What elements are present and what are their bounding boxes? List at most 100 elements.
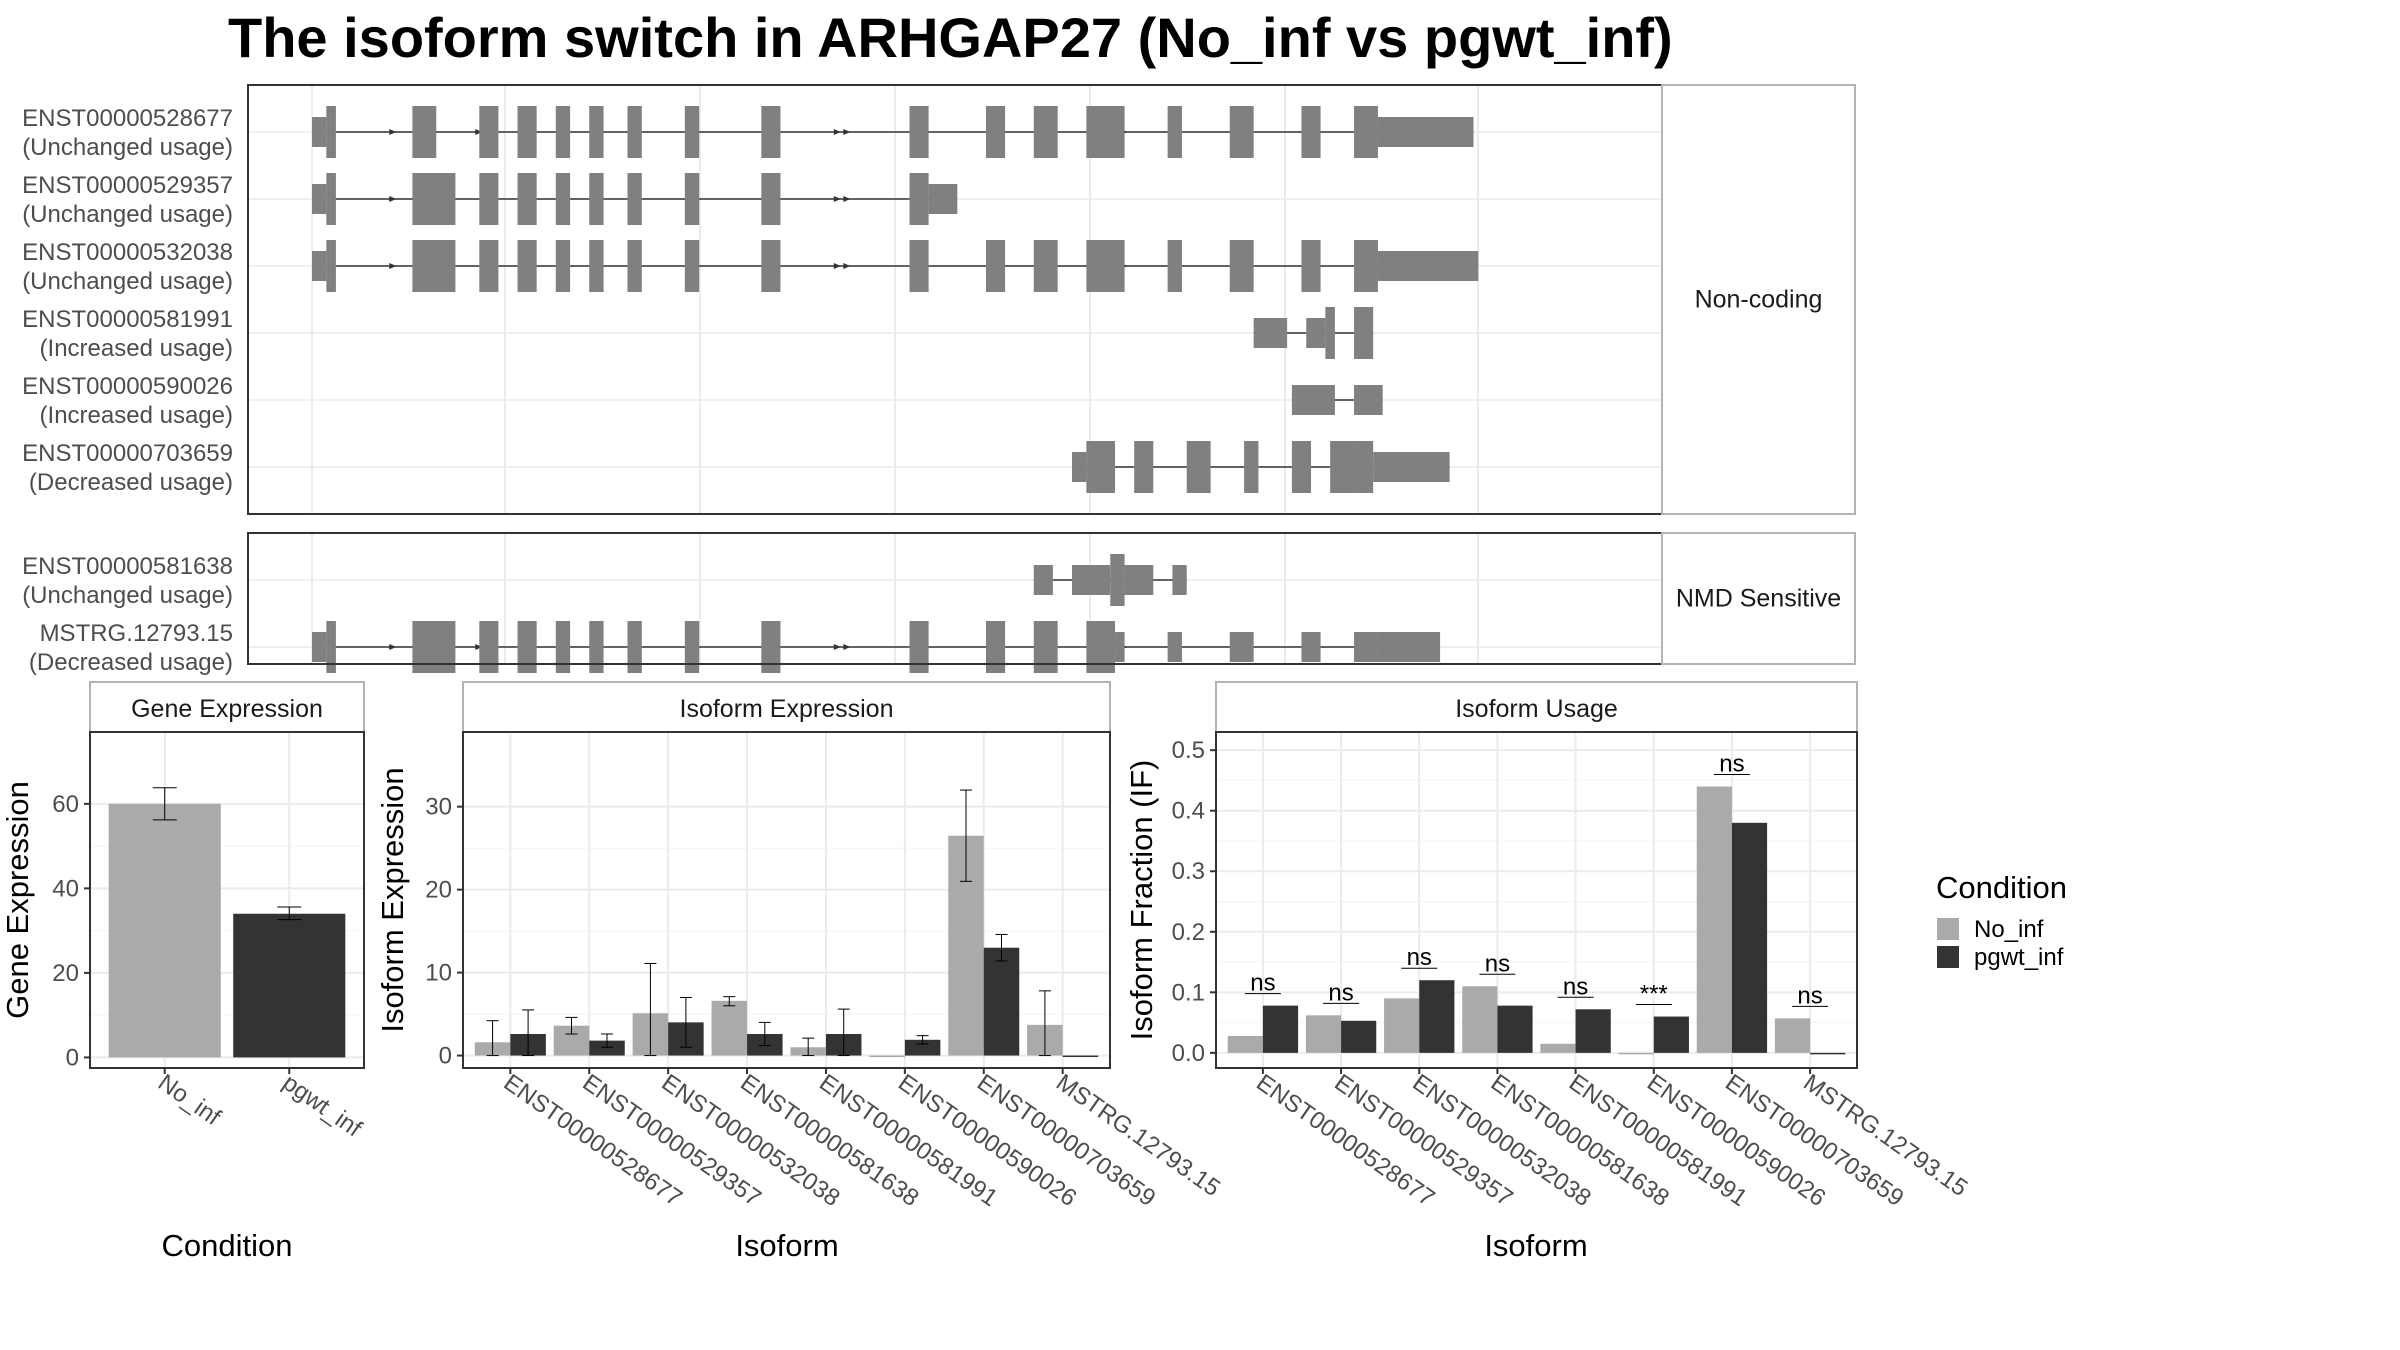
exon	[1167, 106, 1182, 158]
bar	[1419, 980, 1455, 1053]
exon	[684, 240, 700, 292]
facet-strip	[1661, 532, 1856, 665]
significance-label: ns	[1328, 979, 1353, 1006]
bar-chart-0: Gene Expression 0 20 40 60 No_inf pgwt_inf Cond…	[0, 681, 367, 1263]
y-tick-label: 0.4	[1172, 798, 1205, 825]
transcript-id-label: ENST00000528677	[22, 105, 233, 132]
exon	[479, 173, 499, 225]
usage-status-label: (Unchanged usage)	[22, 268, 233, 295]
exon	[589, 240, 604, 292]
strand-arrow	[475, 644, 483, 650]
exon	[412, 621, 456, 673]
y-tick-label: 0.2	[1172, 919, 1205, 946]
exon	[1244, 441, 1259, 493]
bar	[1305, 1015, 1342, 1053]
bar	[1384, 998, 1420, 1053]
exon	[555, 173, 571, 225]
transcript-track: MSTRG.12793.15(Decreased usage)	[29, 620, 1441, 676]
exon	[412, 106, 437, 158]
bar-chart-1: Isoform Expression0102030ENST00000528677…	[375, 681, 1225, 1263]
exon	[684, 621, 700, 673]
exon	[589, 173, 604, 225]
exon	[1086, 621, 1116, 673]
exon	[1033, 621, 1058, 673]
facet-strip-label: NMD Sensitive	[1676, 585, 1841, 613]
exon	[312, 117, 327, 147]
panel-background	[248, 85, 1662, 514]
significance-label: ns	[1797, 982, 1822, 1009]
exon	[909, 173, 929, 225]
bar	[983, 947, 1020, 1056]
exon	[928, 184, 958, 214]
legend-label: pgwt_inf	[1974, 944, 2064, 971]
strand-arrow	[389, 644, 397, 650]
x-tick-label: pgwt_inf	[278, 1069, 367, 1143]
transcript-id-label: ENST00000529357	[22, 172, 233, 199]
y-tick-label: 0.5	[1172, 737, 1205, 764]
exon	[1134, 441, 1154, 493]
exon	[684, 173, 700, 225]
usage-status-label: (Unchanged usage)	[22, 134, 233, 161]
exon	[1291, 385, 1335, 415]
bar	[1653, 1016, 1689, 1053]
strand-arrow	[833, 644, 841, 650]
x-tick-label: No_inf	[153, 1069, 226, 1131]
exon	[909, 621, 929, 673]
bar	[1575, 1009, 1611, 1053]
exon	[1033, 565, 1053, 595]
exon	[555, 240, 571, 292]
legend-title: Condition	[1936, 870, 2067, 905]
exon	[1167, 240, 1182, 292]
exon	[1229, 106, 1254, 158]
transcript-id-label: ENST00000703659	[22, 440, 233, 467]
exon	[326, 240, 336, 292]
strand-arrow	[833, 129, 841, 135]
legend-swatch	[1937, 946, 1959, 968]
y-tick-label: 40	[52, 875, 79, 902]
y-tick-label: 0	[439, 1043, 452, 1070]
exon	[1354, 240, 1378, 292]
transcript-id-label: ENST00000581991	[22, 306, 233, 333]
panel-background	[248, 533, 1662, 664]
facet-strip-label: Gene Expression	[131, 695, 323, 723]
exon	[1072, 565, 1111, 595]
y-tick-label: 0.0	[1172, 1040, 1205, 1067]
y-tick-label: 0	[66, 1044, 79, 1071]
bar	[589, 1040, 625, 1056]
exon	[1253, 318, 1288, 348]
significance-label: ns	[1407, 944, 1432, 971]
bar	[1497, 1005, 1533, 1053]
exon	[479, 106, 499, 158]
exon	[1354, 441, 1374, 493]
exon	[761, 173, 781, 225]
usage-status-label: (Decreased usage)	[29, 469, 233, 496]
bar	[904, 1039, 941, 1056]
exon	[1377, 632, 1441, 662]
transcript-track: ENST00000581991(Increased usage)	[22, 306, 1374, 362]
exon	[985, 106, 1006, 158]
bar-chart-2: Isoform Usage ns ns ns ns ns *** ns ns 0.0 0.1 0.2 0…	[1124, 681, 1972, 1263]
exon	[1229, 632, 1254, 662]
transcript-track: ENST00000528677(Unchanged usage)	[22, 105, 1474, 161]
exon	[1330, 441, 1355, 493]
y-axis-title: Isoform Expression	[375, 767, 410, 1032]
exon	[326, 621, 336, 673]
exon	[326, 106, 336, 158]
facet-strip	[89, 681, 365, 733]
bar	[1731, 822, 1768, 1053]
facet-strip-label: Non-coding	[1695, 286, 1823, 314]
legend-swatch	[1937, 918, 1959, 940]
x-axis-title: Condition	[162, 1228, 293, 1263]
y-axis-title: Gene Expression	[0, 781, 35, 1019]
bar	[869, 1055, 905, 1058]
exon	[909, 240, 929, 292]
x-axis-title: Isoform	[735, 1228, 838, 1263]
exon	[412, 173, 456, 225]
exon	[1301, 632, 1321, 662]
significance-label: ns	[1719, 750, 1744, 777]
facet-strip	[462, 681, 1111, 733]
significance-label: ***	[1640, 981, 1668, 1008]
exon	[1072, 452, 1087, 482]
significance-label: ns	[1563, 973, 1588, 1000]
